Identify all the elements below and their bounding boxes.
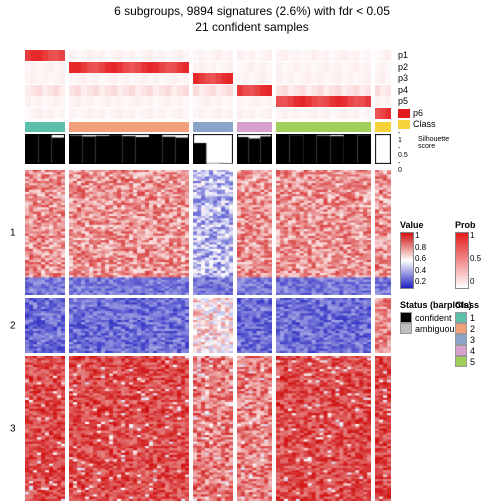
prob-cell [276, 85, 371, 96]
legend-item: 1 [455, 312, 479, 323]
heatmap-block [237, 170, 272, 295]
prob-cell [276, 96, 371, 107]
prob-cell [193, 108, 233, 119]
class-label: Class [398, 119, 436, 131]
prob-cell [237, 96, 272, 107]
silhouette-bars [375, 134, 391, 164]
heatmap-block [276, 170, 371, 295]
prob-cell [193, 85, 233, 96]
prob-cell [193, 62, 233, 73]
prob-row-label: p6 [398, 108, 436, 120]
prob-row-label: p2 [398, 62, 436, 74]
legend-class: Class 12345 [455, 300, 479, 367]
heatmap-block [69, 170, 189, 295]
silhouette-bars [237, 134, 272, 164]
prob-row-label: p3 [398, 73, 436, 85]
heatmap-block [237, 298, 272, 353]
legend-item: 4 [455, 345, 479, 356]
prob-cell [193, 50, 233, 61]
prob-cell [69, 62, 189, 73]
silhouette-bars [276, 134, 371, 164]
legend-value: Value 10.80.60.40.2 [400, 220, 424, 289]
prob-cell [276, 108, 371, 119]
heatmap-block [69, 356, 189, 501]
legend-item: 5 [455, 356, 479, 367]
class-bar [69, 122, 189, 132]
row-section-label: 2 [10, 320, 16, 331]
prob-cell [69, 96, 189, 107]
heatmap-block [375, 298, 391, 353]
prob-cell [237, 62, 272, 73]
chart-title: 6 subgroups, 9894 signatures (2.6%) with… [0, 0, 504, 35]
legend-prob: Prob 10.50 [455, 220, 476, 289]
heatmap-block [25, 356, 65, 501]
prob-row-label: p1 [398, 50, 436, 62]
silh-tick: - 0 [398, 160, 402, 174]
prob-cell [375, 50, 391, 61]
heatmap-block [193, 298, 233, 353]
prob-cell [375, 96, 391, 107]
row-section-label: 3 [10, 423, 16, 434]
prob-cell [25, 108, 65, 119]
prob-cell [69, 73, 189, 84]
heatmap-block [276, 356, 371, 501]
prob-cell [25, 85, 65, 96]
prob-cell [69, 85, 189, 96]
heatmap-block [193, 356, 233, 501]
prob-cell [237, 85, 272, 96]
title-line2: 21 confident samples [0, 20, 504, 36]
prob-cell [237, 108, 272, 119]
heatmap-block [193, 170, 233, 295]
prob-cell [375, 73, 391, 84]
class-bar [375, 122, 391, 132]
prob-cell [276, 62, 371, 73]
prob-cell [276, 50, 371, 61]
prob-row-label: p5 [398, 96, 436, 108]
prob-cell [193, 73, 233, 84]
prob-cell [25, 73, 65, 84]
prob-cell [276, 73, 371, 84]
prob-cell [375, 62, 391, 73]
class-bar [276, 122, 371, 132]
prob-cell [237, 73, 272, 84]
heatmap-block [25, 298, 65, 353]
heatmap-block [276, 298, 371, 353]
legend-item: 2 [455, 323, 479, 334]
heatmap-block [375, 356, 391, 501]
silhouette-bars [69, 134, 189, 164]
prob-cell [25, 50, 65, 61]
prob-cell [237, 50, 272, 61]
heatmap-block [375, 170, 391, 295]
class-bar [193, 122, 233, 132]
heatmap-block [25, 170, 65, 295]
prob-cell [375, 108, 391, 119]
heatmap-block [69, 298, 189, 353]
class-bar [25, 122, 65, 132]
prob-cell [193, 96, 233, 107]
heatmap-block [237, 356, 272, 501]
silh-label: Silhouette score [418, 136, 449, 150]
prob-cell [375, 85, 391, 96]
prob-cell [69, 108, 189, 119]
prob-cell [69, 50, 189, 61]
prob-cell [25, 96, 65, 107]
silh-tick: - 0.5 [398, 145, 408, 159]
silh-tick: - 1 [398, 130, 402, 144]
title-line1: 6 subgroups, 9894 signatures (2.6%) with… [0, 4, 504, 20]
class-bar [237, 122, 272, 132]
row-section-label: 1 [10, 227, 16, 238]
legend-item: 3 [455, 334, 479, 345]
silhouette-bars [25, 134, 65, 164]
prob-cell [25, 62, 65, 73]
silhouette-bars [193, 134, 233, 164]
prob-row-label: p4 [398, 85, 436, 97]
